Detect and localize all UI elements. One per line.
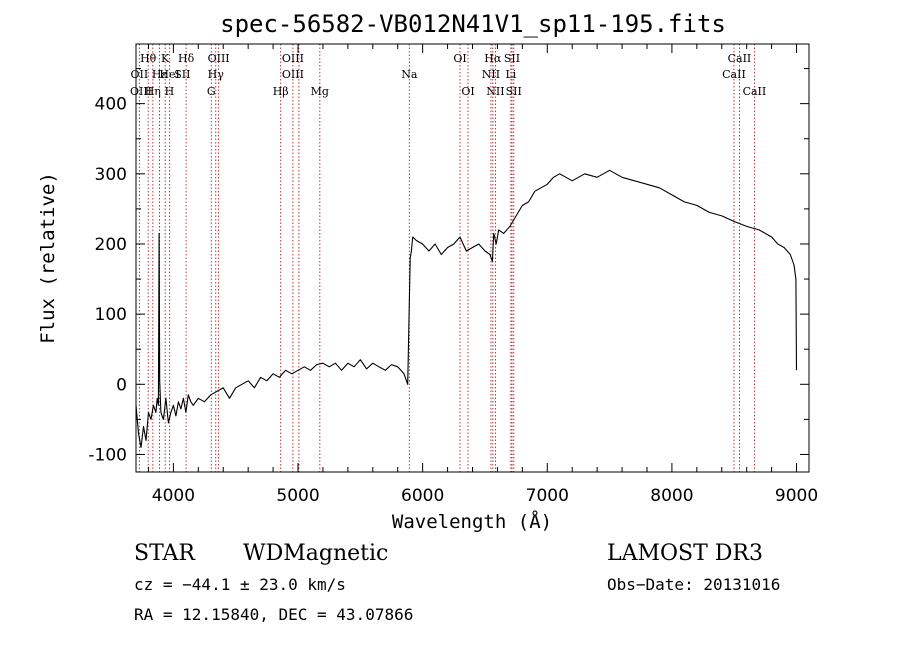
line-label-r3-5: Mg	[311, 85, 329, 98]
y-tick-label-0: -100	[88, 445, 127, 465]
line-label-r1-6: Hα	[484, 52, 502, 65]
line-label-r3-6: OI	[461, 85, 474, 98]
x-tick-label-1: 5000	[276, 486, 319, 506]
line-label-r2-1: Hε	[152, 68, 168, 81]
line-label-r2-5: OIII	[282, 68, 304, 81]
x-tick-label-4: 8000	[650, 486, 693, 506]
y-axis-label: Flux (relative)	[37, 172, 59, 344]
y-tick-label-5: 400	[95, 95, 127, 115]
line-label-r2-3: SII	[174, 68, 190, 81]
object-subclass: WDMagnetic	[243, 541, 388, 566]
x-tick-label-5: 9000	[775, 486, 818, 506]
axis-ticks	[136, 44, 809, 472]
line-label-r1-0: Hθ	[140, 52, 157, 65]
y-tick-label-2: 100	[95, 305, 127, 325]
line-label-r2-9: CaII	[722, 68, 746, 81]
axis-tick-labels: 4000 5000 6000 7000 8000 9000 -100 0 100 200 300 40…	[88, 95, 818, 506]
line-label-r1-3: OIII	[208, 52, 230, 65]
x-tick-label-2: 6000	[401, 486, 444, 506]
line-label-r1-8: CaII	[728, 52, 752, 65]
y-tick-label-4: 300	[95, 165, 127, 185]
line-label-r3-7: NII	[486, 85, 504, 98]
line-label-r1-1: K	[161, 52, 170, 65]
line-label-r2-7: NII	[482, 68, 500, 81]
x-tick-label-0: 4000	[152, 486, 195, 506]
object-class: STAR	[134, 541, 196, 566]
cz-value: cz = −44.1 ± 23.0 km/s	[134, 575, 346, 594]
line-label-r3-0: OIII	[130, 85, 152, 98]
y-tick-label-1: 0	[116, 375, 127, 395]
line-label-r3-3: G	[207, 85, 216, 98]
line-label-r3-2: H	[165, 85, 175, 98]
plot-frame	[135, 43, 810, 473]
line-label-r1-2: Hδ	[178, 52, 195, 65]
line-label-r1-5: OI	[453, 52, 466, 65]
obs-date: Obs−Date: 20131016	[607, 575, 780, 594]
line-label-r2-4: Hγ	[208, 68, 225, 81]
y-tick-label-3: 200	[95, 235, 127, 255]
coordinates: RA = 12.15840, DEC = 43.07866	[134, 605, 413, 624]
x-tick-label-3: 7000	[526, 486, 569, 506]
line-label-r1-7: SII	[504, 52, 520, 65]
series-group	[135, 169, 798, 448]
line-label-r2-2: HeI	[159, 68, 179, 81]
line-label-r3-4: Hβ	[273, 85, 289, 98]
line-label-r2-8: Li	[505, 68, 516, 81]
survey-label: LAMOST DR3	[607, 541, 763, 566]
line-label-r1-4: OIII	[282, 52, 304, 65]
line-markers	[138, 44, 755, 472]
chart-title: spec-56582-VB012N41V1_sp11-195.fits	[220, 10, 726, 38]
line-label-r2-0: OII	[131, 68, 149, 81]
line-label-r3-9: CaII	[743, 85, 767, 98]
line-label-r2-6: Na	[401, 68, 418, 81]
series-line-flux	[135, 169, 798, 448]
x-axis-label: Wavelength (Å)	[392, 510, 552, 533]
line-label-r3-1: Hη	[145, 85, 161, 98]
line-label-r3-8: SII	[506, 85, 522, 98]
